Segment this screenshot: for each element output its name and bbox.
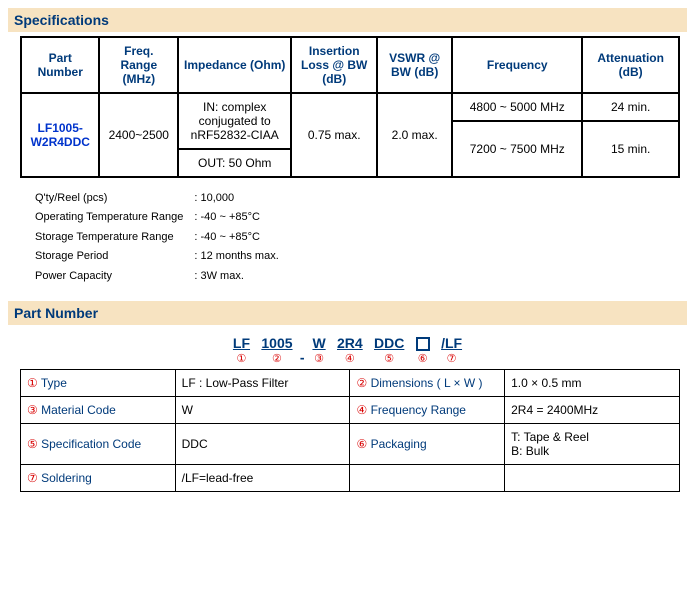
col-frequency: Frequency [452,37,582,93]
val-type: LF : Low-Pass Filter [175,370,350,397]
col-part-number: Part Number [21,37,99,93]
col-vswr: VSWR @ BW (dB) [377,37,452,93]
fn-power-label: Power Capacity [34,268,191,285]
footnotes: Q'ty/Reel (pcs): 10,000 Operating Temper… [32,188,289,287]
box-icon [416,337,430,351]
fn-qty-val: : 10,000 [193,190,286,207]
pn-idx-4: ④ [345,352,355,365]
cell-part-number[interactable]: LF1005-W2R4DDC [21,93,99,177]
part-number-breakdown: LF ① 1005 ② - W ③ 2R4 ④ DDC ⑤ ⑥ /LF ⑦ [8,335,687,365]
pn-seg-2: 1005 [257,335,296,351]
fn-stperiod-val: : 12 months max. [193,248,286,265]
val-empty [505,465,680,492]
pn-idx-2: ② [272,352,282,365]
pn-seg-3: W [308,335,329,351]
pn-seg-1: LF [229,335,254,351]
val-dim: 1.0 × 0.5 mm [505,370,680,397]
val-pack: T: Tape & Reel B: Bulk [505,424,680,465]
fn-optemp-val: : -40 ~ +85°C [193,209,286,226]
cell-insertion-loss: 0.75 max. [291,93,377,177]
part-number-table: ① Type LF : Low-Pass Filter ② Dimensions… [20,369,680,492]
part-number-heading: Part Number [8,301,687,325]
fn-qty-label: Q'ty/Reel (pcs) [34,190,191,207]
val-spec: DDC [175,424,350,465]
pn-seg-6 [412,335,434,351]
fn-sttemp-val: : -40 ~ +85°C [193,229,286,246]
pn-dash: - [300,349,309,365]
val-mat: W [175,397,350,424]
pn-idx-6: ⑥ [418,352,428,365]
col-impedance: Impedance (Ohm) [178,37,291,93]
col-attenuation: Attenuation (dB) [582,37,679,93]
lbl-sold: ⑦ Soldering [21,465,176,492]
fn-optemp-label: Operating Temperature Range [34,209,191,226]
pn-seg-5: DDC [370,335,408,351]
lbl-empty [350,465,505,492]
lbl-freq: ④ Frequency Range [350,397,505,424]
cell-impedance-in: IN: complex conjugated to nRF52832-CIAA [178,93,291,149]
lbl-dim: ② Dimensions ( L × W ) [350,370,505,397]
lbl-pack: ⑥ Packaging [350,424,505,465]
pn-idx-1: ① [237,352,247,365]
col-insertion-loss: Insertion Loss @ BW (dB) [291,37,377,93]
cell-impedance-out: OUT: 50 Ohm [178,149,291,177]
cell-att1: 24 min. [582,93,679,121]
part-number-link[interactable]: LF1005-W2R4DDC [31,121,90,149]
fn-sttemp-label: Storage Temperature Range [34,229,191,246]
pn-idx-3: ③ [314,352,324,365]
lbl-mat: ③ Material Code [21,397,176,424]
cell-freq2: 7200 ~ 7500 MHz [452,121,582,177]
lbl-spec: ⑤ Specification Code [21,424,176,465]
val-freq: 2R4 = 2400MHz [505,397,680,424]
cell-vswr: 2.0 max. [377,93,452,177]
pn-idx-7: ⑦ [447,352,457,365]
cell-freq-range: 2400~2500 [99,93,178,177]
lbl-type: ① Type [21,370,176,397]
fn-power-val: : 3W max. [193,268,286,285]
cell-att2: 15 min. [582,121,679,177]
fn-stperiod-label: Storage Period [34,248,191,265]
cell-freq1: 4800 ~ 5000 MHz [452,93,582,121]
pn-idx-5: ⑤ [384,352,394,365]
val-sold: /LF=lead-free [175,465,350,492]
col-freq-range: Freq. Range (MHz) [99,37,178,93]
pn-seg-7: /LF [437,335,466,351]
specifications-table: Part Number Freq. Range (MHz) Impedance … [20,36,680,178]
pn-seg-4: 2R4 [333,335,367,351]
specifications-heading: Specifications [8,8,687,32]
